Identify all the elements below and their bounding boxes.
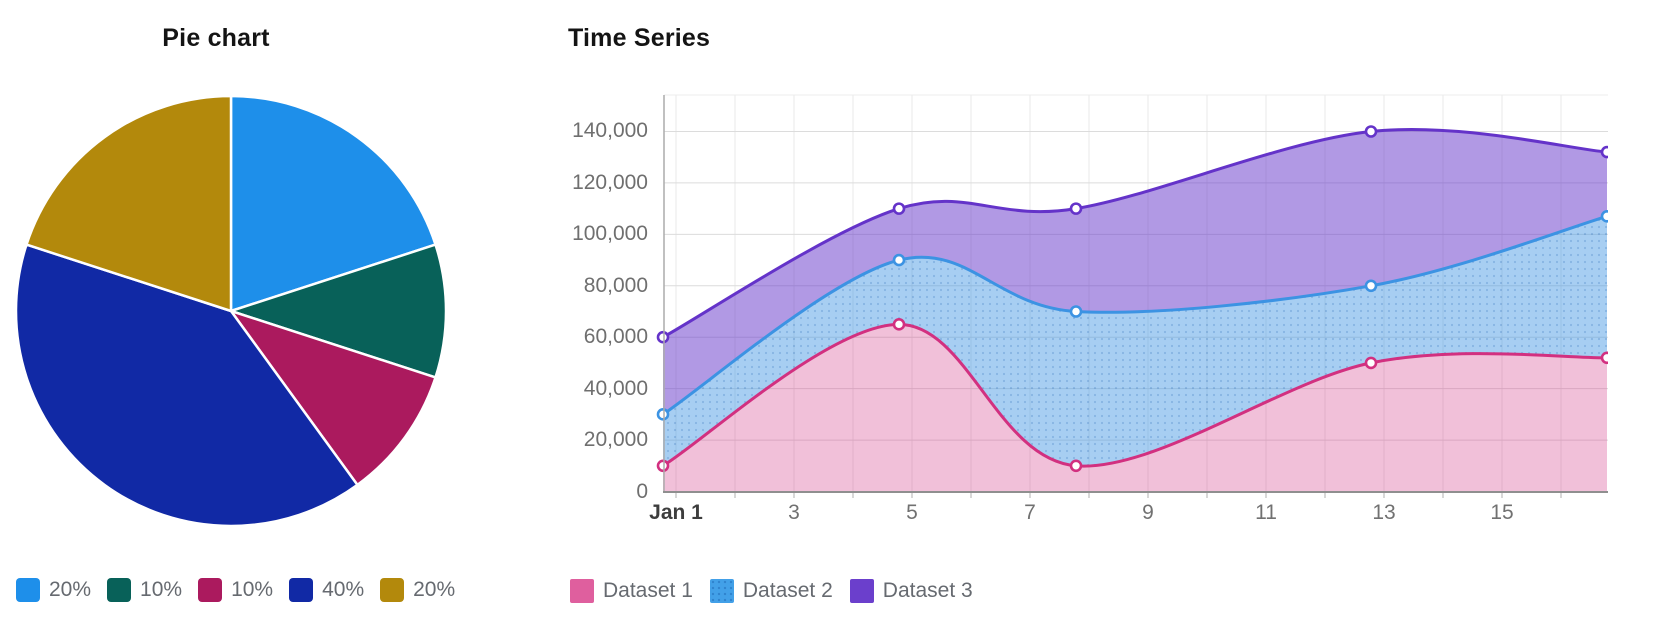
legend-swatch [709,579,734,603]
axes [663,95,1608,498]
legend-label: 20% [49,578,92,601]
data-point-marker [1069,459,1083,473]
data-point-marker [1600,351,1608,365]
data-point-marker [1364,279,1378,293]
y-tick-label: 140,000 [572,119,648,143]
x-tick-label: 9 [1142,501,1154,524]
legend-item-5[interactable]: 20% [380,578,455,602]
data-point-marker [1364,356,1378,370]
pie-slice-4 [14,243,359,528]
data-point-marker [1600,145,1608,159]
x-tick-label: 3 [788,501,800,524]
legend-label: 20% [413,578,456,601]
legend-swatch [849,579,874,603]
data-point-marker [656,408,670,421]
legend-swatch [16,578,40,602]
legend-item-4[interactable]: 40% [289,578,364,602]
legend-item-1[interactable]: Dataset 1 [570,579,693,603]
x-tick-label: 13 [1372,501,1396,524]
y-tick-label: 0 [636,479,648,503]
pie-slice-3 [229,309,437,487]
legend-item-3[interactable]: 10% [198,578,273,602]
area-dataset-3 [663,129,1607,415]
data-point-marker [656,459,670,473]
legend-label: 10% [140,578,183,601]
legend-label: 10% [231,578,274,601]
y-tick-label: 40,000 [583,376,648,400]
pie-chart-title: Pie chart [162,24,270,52]
legend-item-1[interactable]: 20% [16,578,91,602]
legend-item-3[interactable]: Dataset 3 [849,579,973,603]
pie-chart [14,94,448,528]
data-point-marker [1069,202,1083,215]
x-tick-label: 11 [1255,501,1277,524]
legend-item-2[interactable]: 10% [107,578,182,602]
data-point-marker [892,318,906,331]
legend-swatch [380,578,405,602]
pie-slice-1 [229,94,437,313]
y-tick-label: 20,000 [583,428,648,452]
plot-area [656,125,1608,492]
legend-swatch [289,578,314,602]
pie-slice-2 [229,243,448,379]
area-pattern-overlay [663,216,1607,467]
y-tick-label: 120,000 [572,170,648,194]
legend-label: 40% [322,578,365,601]
timeseries-legend: Dataset 1 Dataset 2 Dataset 3 [570,579,973,603]
data-point-marker [656,330,670,344]
timeseries-chart-title: Time Series [568,24,711,52]
x-tick-label: Jan 1 [649,501,703,524]
legend-label: Dataset 3 [882,579,973,602]
y-tick-label: 60,000 [583,325,648,349]
y-tick-label: 100,000 [572,222,648,246]
data-point-marker [892,253,906,267]
legend-swatch [107,578,132,602]
data-point-marker [1600,210,1608,223]
legend-swatch [570,579,594,603]
x-tick-label: 15 [1490,501,1514,524]
data-point-marker [892,202,906,215]
y-tick-label: 80,000 [583,273,648,297]
pie-legend: 20% 10% 10% 40% 20% [16,578,455,602]
legend-label: Dataset 2 [742,579,833,602]
data-point-marker [1069,305,1083,318]
legend-swatch [198,578,223,602]
x-tick-label: 5 [906,501,918,524]
legend-item-2[interactable]: Dataset 2 [709,579,833,603]
legend-label: Dataset 1 [603,579,693,602]
x-tick-label: 7 [1024,501,1036,524]
data-point-marker [1364,125,1378,138]
pie-slice-5 [25,94,233,313]
